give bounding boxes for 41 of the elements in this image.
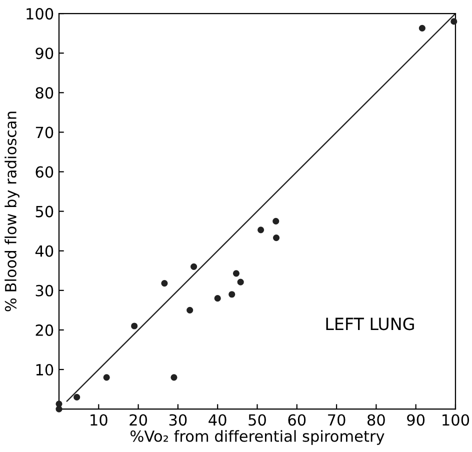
x-tick-label: 30 (169, 414, 187, 426)
point (56, 406, 62, 412)
point (237, 278, 244, 286)
point (450, 18, 458, 25)
x-tick-label: 20 (130, 414, 147, 426)
point (186, 306, 194, 314)
point (214, 295, 221, 302)
y-tick-label: 60 (36, 166, 54, 178)
x-tick-label: 100 (442, 414, 470, 426)
x-tick-label: 70 (328, 414, 346, 426)
y-tick-label: 30 (36, 284, 54, 296)
x-axis-title: %Vo₂ from differential spirometry (130, 430, 384, 445)
point (272, 218, 280, 224)
y-tick-label: 20 (36, 324, 54, 336)
y-tick-label: 50 (36, 206, 54, 218)
x-tick-label: 60 (288, 414, 306, 426)
annotation: LEFT LUNG (326, 318, 414, 330)
x-tick-label: 40 (208, 414, 226, 426)
y-tick-label: 10 (36, 364, 54, 376)
point (170, 374, 178, 381)
x-tick-label: 50 (248, 414, 266, 426)
y-tick-label: 90 (36, 48, 54, 60)
y-tick-label: 40 (35, 245, 54, 257)
point (228, 291, 236, 298)
point (74, 394, 80, 400)
point (418, 24, 426, 32)
y-tick-label: 80 (36, 87, 54, 99)
point (272, 234, 280, 242)
x-tick-label: 90 (407, 414, 425, 426)
x-tick-label: 10 (90, 414, 108, 426)
point (258, 226, 264, 234)
point (190, 263, 198, 270)
point (56, 400, 62, 408)
x-tick-label: 80 (368, 414, 385, 426)
point (161, 280, 168, 287)
y-tick-label: 100 (26, 8, 54, 20)
point (131, 322, 138, 330)
point (103, 374, 110, 381)
y-axis-title: % Blood flow by radioscan (4, 112, 20, 312)
y-tick-label: 70 (36, 126, 54, 138)
point (232, 270, 240, 277)
